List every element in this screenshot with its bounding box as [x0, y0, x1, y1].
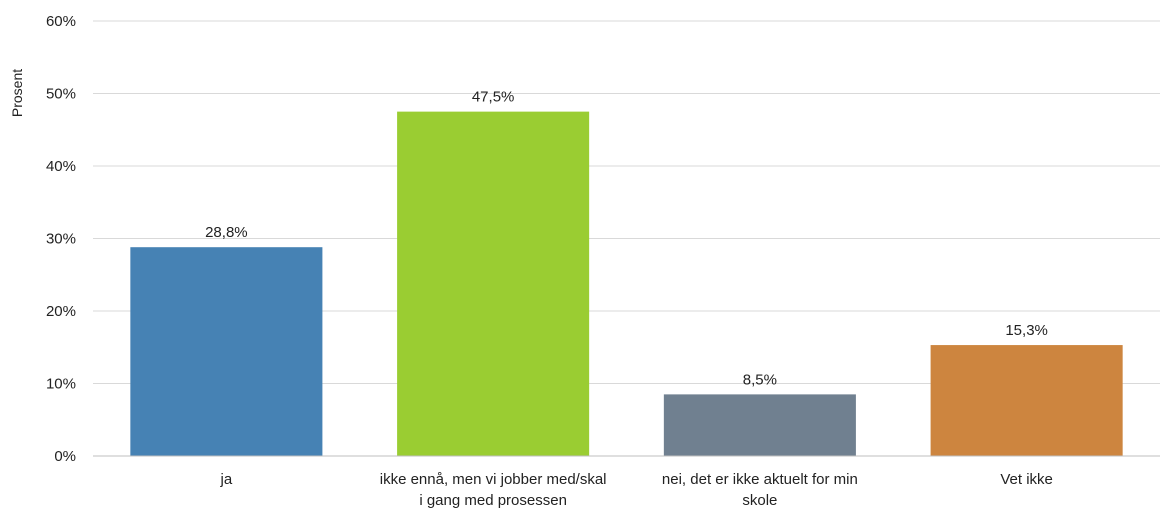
y-axis-label: Prosent	[9, 69, 25, 117]
bar	[930, 345, 1123, 456]
y-tick-label: 60%	[46, 13, 76, 30]
y-tick-label: 50%	[46, 86, 76, 103]
y-tick-label: 30%	[46, 231, 76, 248]
x-tick-label: nei, det er ikke aktuelt for min	[662, 471, 858, 488]
x-tick-label: Vet ikke	[1000, 471, 1053, 488]
y-axis-ticks: 0% 10% 20% 30% 40% 50% 60%	[46, 13, 76, 465]
data-label: 8,5%	[743, 371, 777, 388]
data-label: 47,5%	[472, 89, 515, 106]
x-axis-categories: ja ikke ennå, men vi jobber med/skal i gan…	[220, 471, 1053, 509]
bar	[663, 394, 856, 456]
x-tick-label: ikke ennå, men vi jobber med/skal	[380, 471, 607, 488]
bars	[130, 111, 1123, 456]
x-tick-label: skole	[742, 492, 777, 509]
data-labels: 28,8% 47,5% 8,5% 15,3%	[205, 89, 1048, 389]
data-label: 28,8%	[205, 224, 248, 241]
y-tick-label: 10%	[46, 376, 76, 393]
bar	[130, 247, 323, 456]
y-tick-label: 40%	[46, 158, 76, 175]
bar	[397, 111, 590, 456]
x-tick-label: i gang med prosessen	[419, 492, 567, 509]
y-tick-label: 20%	[46, 303, 76, 320]
y-tick-label: 0%	[54, 448, 76, 465]
data-label: 15,3%	[1005, 322, 1048, 339]
x-tick-label: ja	[220, 471, 233, 488]
